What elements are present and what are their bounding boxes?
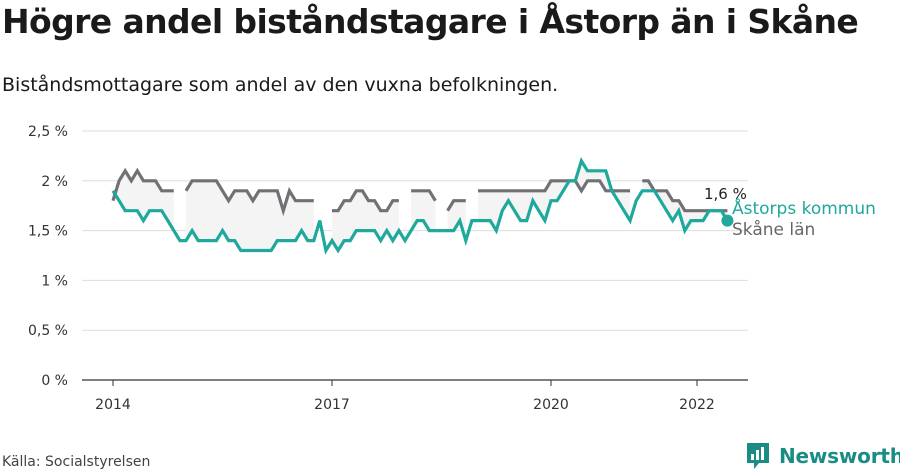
x-tick-label: 2017 (314, 397, 350, 413)
x-tick-label: 2014 (95, 397, 131, 413)
x-axis: 2014 2017 2020 2022 (95, 380, 715, 413)
band-segment (447, 200, 466, 241)
y-axis-labels: 0 % 0,5 % 1 % 1,5 % 2 % 2,5 % (28, 124, 68, 389)
y-tick-label: 0,5 % (28, 323, 68, 339)
chart-title: Högre andel biståndstagare i Åstorp än i… (2, 2, 859, 41)
y-tick-label: 2 % (41, 174, 68, 190)
series-line-skane (111, 167, 174, 202)
newsworthy-icon (747, 443, 769, 469)
x-tick-label: 2020 (533, 397, 569, 413)
newsworthy-logo[interactable]: Newsworthy (745, 441, 900, 471)
y-tick-label: 1,5 % (28, 224, 68, 240)
series-line-skane (332, 189, 399, 213)
series-label-skane: Skåne län (732, 219, 815, 240)
y-tick-label: 2,5 % (28, 124, 68, 140)
series-line-skane (411, 189, 437, 202)
band-segment (186, 180, 314, 251)
last-value-label: 1,6 % (704, 185, 747, 203)
y-tick-label: 0 % (41, 373, 68, 389)
band-segment (411, 190, 436, 231)
band-segment (642, 180, 728, 231)
x-tick-label: 2022 (679, 397, 715, 413)
source-note: Källa: Socialstyrelsen (2, 454, 151, 470)
series-line-astorp (111, 157, 729, 255)
series-line-skane (184, 179, 314, 217)
series-line-skane (478, 179, 631, 194)
chart-subtitle: Biståndsmottagare som andel av den vuxna… (2, 74, 559, 96)
series-label-astorp: Åstorps kommun (732, 197, 876, 219)
end-point-astorp (721, 214, 734, 227)
y-tick-label: 1 % (41, 273, 68, 289)
brand-label: Newsworthy (779, 444, 900, 468)
grid-lines (82, 130, 748, 381)
series-line-skane (446, 199, 466, 212)
series-lines (111, 157, 734, 255)
